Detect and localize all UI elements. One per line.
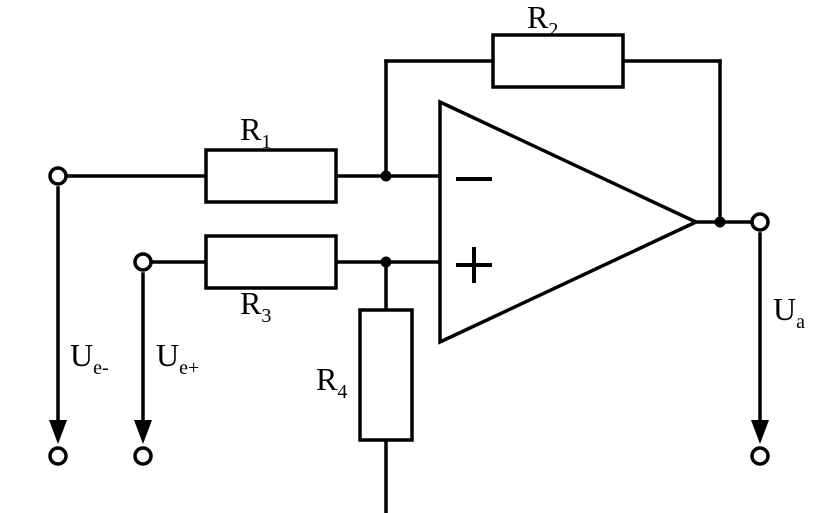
resistor-r1 bbox=[206, 150, 336, 202]
resistor-r4 bbox=[360, 310, 412, 440]
opamp-difference-amplifier-schematic: R1R2R3R4Ue-Ue+Ua bbox=[0, 0, 830, 513]
resistor-r2 bbox=[493, 35, 623, 87]
canvas bbox=[0, 0, 830, 513]
resistor-r3 bbox=[206, 236, 336, 288]
